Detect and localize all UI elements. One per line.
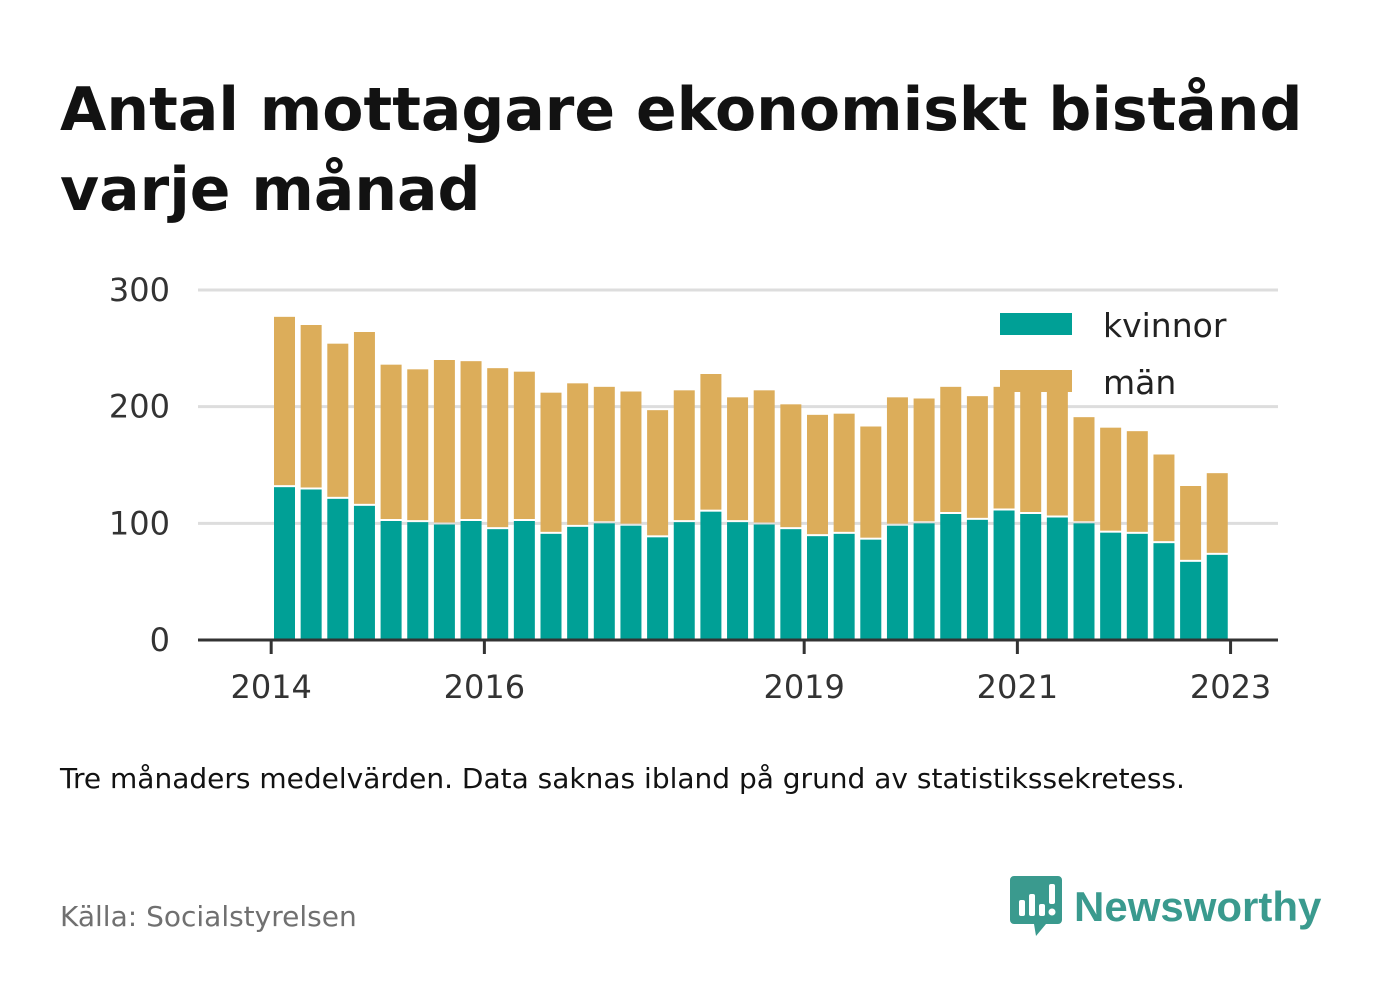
bar-kvinnor — [1153, 543, 1175, 640]
bar-kvinnor — [1100, 532, 1122, 640]
bar-kvinnor — [807, 536, 828, 640]
bar-man — [833, 413, 855, 532]
bar-kvinnor — [513, 521, 535, 640]
bar-kvinnor — [433, 524, 455, 640]
bar-man — [407, 369, 429, 521]
bar-kvinnor — [833, 533, 855, 640]
bar-kvinnor — [540, 533, 562, 640]
bar-man — [993, 386, 1015, 509]
bar-kvinnor — [380, 521, 402, 640]
bar-man — [300, 325, 322, 488]
bar-kvinnor — [966, 519, 988, 640]
bar-man — [1073, 417, 1095, 522]
bar-kvinnor — [620, 525, 642, 640]
x-tick-label: 2019 — [763, 668, 844, 706]
bar-man — [913, 398, 935, 522]
bar-man — [567, 383, 589, 525]
bar-man — [353, 332, 375, 504]
bar-man — [1153, 454, 1175, 542]
bar-kvinnor — [327, 498, 349, 640]
bar-man — [966, 396, 988, 518]
bar-kvinnor — [647, 537, 669, 640]
legend-label-kvinnor: kvinnor — [1103, 306, 1227, 345]
bar-man — [593, 386, 615, 522]
legend: kvinnor män — [1000, 306, 1227, 402]
stacked-bar-chart: 0 100 200 300 2014 2016 2019 2021 2023 kvinnor … — [109, 271, 1278, 706]
bar-man — [620, 391, 642, 524]
bar-man — [753, 390, 775, 523]
y-tick-label: 0 — [150, 621, 170, 659]
legend-swatch-man — [1000, 370, 1072, 392]
x-axis-ticks: 2014 2016 2019 2021 2023 — [230, 640, 1271, 706]
bar-kvinnor — [993, 510, 1015, 640]
bar-man — [940, 386, 962, 512]
bar-kvinnor — [1020, 514, 1042, 640]
bar-kvinnor — [860, 539, 882, 640]
bar-man — [1100, 427, 1122, 531]
x-tick-label: 2014 — [230, 668, 311, 706]
y-tick-label: 300 — [109, 271, 170, 309]
bar-man — [540, 392, 562, 532]
bar-kvinnor — [780, 529, 802, 640]
y-tick-label: 100 — [109, 504, 170, 542]
bar-man — [886, 397, 908, 524]
bar-man — [380, 364, 402, 519]
bar-man — [460, 361, 482, 519]
bar-kvinnor — [1126, 533, 1148, 640]
bar-man — [673, 390, 695, 521]
y-tick-label: 200 — [109, 388, 170, 426]
bar-kvinnor — [487, 529, 509, 640]
bar-man — [327, 343, 349, 497]
bar-kvinnor — [300, 489, 322, 640]
bar-man — [700, 374, 722, 510]
bar-kvinnor — [1073, 523, 1095, 640]
bar-kvinnor — [407, 522, 429, 640]
bar-man — [1020, 384, 1042, 512]
bar-man — [860, 426, 882, 538]
bar-man — [513, 371, 535, 519]
bar-man — [433, 360, 455, 523]
bar-kvinnor — [940, 514, 962, 640]
bar-kvinnor — [460, 521, 482, 640]
bar-man — [274, 316, 295, 486]
bar-kvinnor — [700, 511, 722, 640]
bar-man — [727, 397, 749, 521]
bar-man — [807, 414, 828, 535]
chart-note: Tre månaders medelvärden. Data saknas ib… — [60, 762, 1185, 795]
legend-label-man: män — [1103, 363, 1176, 402]
brand[interactable]: Newsworthy — [1010, 876, 1321, 938]
source-text: Källa: Socialstyrelsen — [60, 900, 357, 933]
bar-man — [1180, 486, 1202, 560]
bar-kvinnor — [1046, 517, 1068, 640]
legend-swatch-kvinnor — [1000, 313, 1072, 335]
bar-kvinnor — [913, 523, 935, 640]
x-tick-label: 2021 — [977, 668, 1058, 706]
bar-kvinnor — [673, 522, 695, 640]
bar-kvinnor — [753, 524, 775, 640]
bar-man — [780, 404, 802, 528]
bar-kvinnor — [567, 526, 589, 640]
bar-kvinnor — [353, 505, 375, 640]
bar-kvinnor — [727, 522, 749, 640]
x-tick-label: 2016 — [444, 668, 525, 706]
bar-kvinnor — [1180, 561, 1202, 640]
y-axis-ticks: 0 100 200 300 — [109, 271, 170, 659]
bars — [274, 316, 1228, 640]
bar-man — [1046, 391, 1068, 516]
bar-man — [1126, 431, 1148, 532]
bar-kvinnor — [1206, 554, 1228, 640]
x-tick-label: 2023 — [1190, 668, 1271, 706]
bar-kvinnor — [593, 523, 615, 640]
bar-man — [647, 410, 669, 536]
bar-kvinnor — [886, 525, 908, 640]
chart-title: Antal mottagare ekonomiskt bistånd varje… — [60, 75, 1303, 225]
bar-man — [487, 368, 509, 528]
brand-name[interactable]: Newsworthy — [1074, 883, 1322, 930]
newsworthy-logo-icon — [1010, 876, 1062, 936]
bar-kvinnor — [274, 487, 295, 640]
bar-man — [1206, 473, 1228, 553]
